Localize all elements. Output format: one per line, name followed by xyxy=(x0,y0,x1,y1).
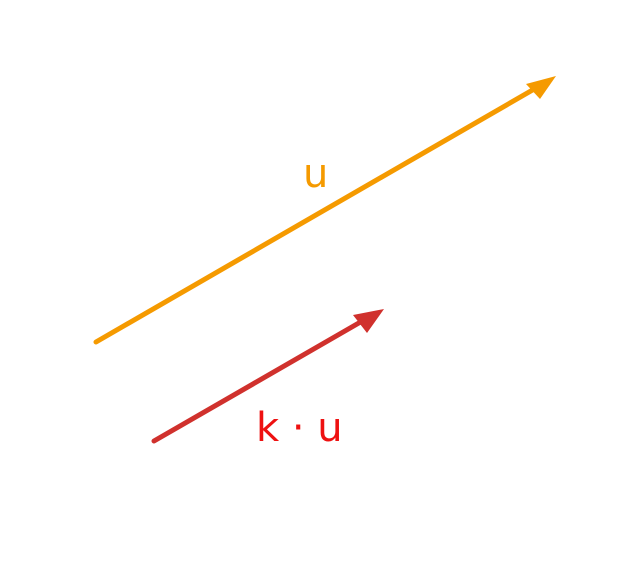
vector-u xyxy=(93,76,556,345)
vector-k-u xyxy=(151,309,384,444)
vector-k-u-shaft xyxy=(151,317,367,444)
vector-k-u-arrowhead xyxy=(353,309,384,333)
vector-u-shaft xyxy=(93,85,539,345)
vector-u-label: u xyxy=(303,151,328,197)
vector-k-u-label: k · u xyxy=(256,405,343,451)
vector-u-arrowhead xyxy=(526,76,556,99)
